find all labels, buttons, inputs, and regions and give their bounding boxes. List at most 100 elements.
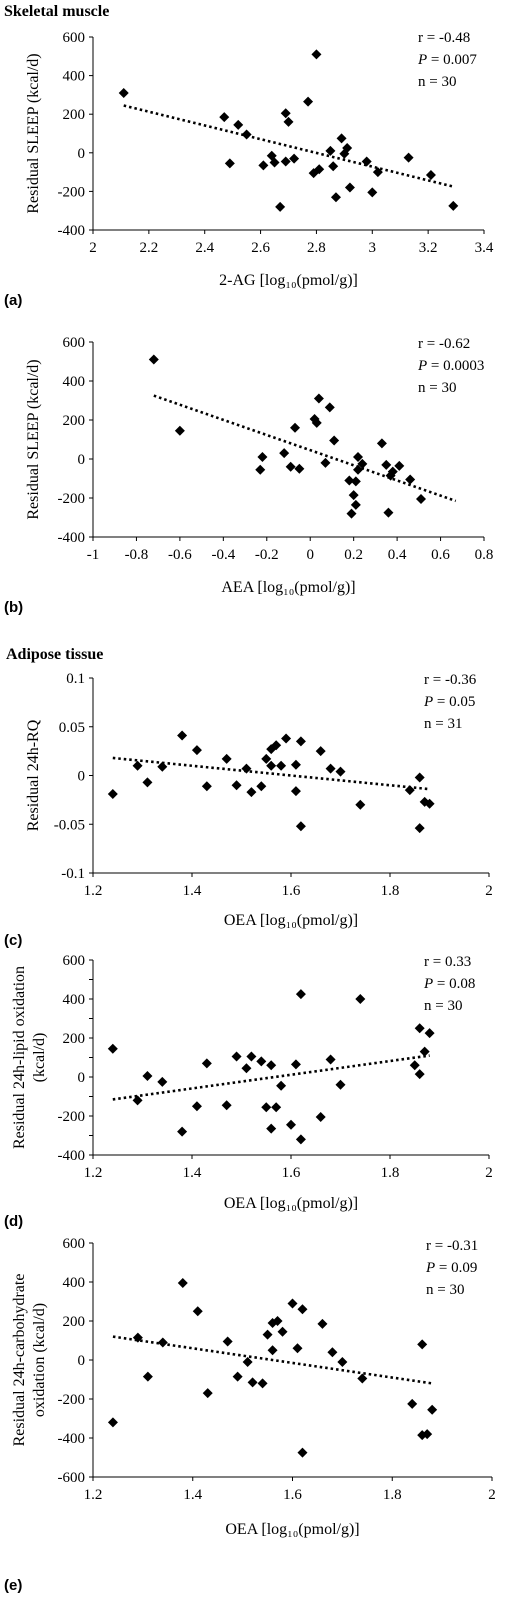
data-point	[277, 1326, 288, 1337]
data-point	[285, 461, 296, 472]
y-axis-label: Residual SLEEP (kcal/d)	[25, 53, 42, 213]
data-point	[314, 164, 325, 175]
x-tick-label: 0.4	[388, 547, 407, 563]
data-point	[376, 438, 387, 449]
data-point	[269, 157, 280, 168]
data-point	[419, 1046, 430, 1057]
data-point	[414, 823, 425, 834]
data-point	[257, 452, 268, 463]
y-tick-label: 0	[78, 769, 86, 785]
data-point	[242, 1356, 253, 1367]
y-tick-label: 200	[63, 413, 86, 429]
data-point	[372, 167, 383, 178]
heading-adipose-tissue: Adipose tissue	[6, 646, 103, 663]
y-tick-label: 600	[63, 335, 86, 351]
data-point	[272, 1316, 283, 1326]
data-point	[357, 1373, 368, 1384]
data-point	[177, 1277, 188, 1288]
x-tick-label: 1.2	[84, 1487, 103, 1503]
data-point	[353, 464, 364, 475]
data-point	[344, 475, 355, 486]
data-point	[290, 422, 301, 433]
y-tick-label: 400	[63, 374, 86, 390]
y-tick-label: 0.05	[59, 720, 85, 736]
data-point	[313, 393, 324, 404]
stats-label: n = 30	[424, 998, 462, 1014]
x-tick-label: 1.8	[381, 883, 400, 899]
stats-label: P = 0.007	[417, 52, 477, 68]
data-point	[290, 786, 301, 797]
data-point	[424, 798, 435, 809]
y-axis-label: Residual 24h-RQ	[25, 719, 42, 831]
data-point	[246, 1051, 257, 1062]
data-point	[280, 156, 291, 167]
data-point	[280, 108, 291, 119]
data-point	[414, 1023, 425, 1034]
data-point	[350, 476, 361, 487]
data-point	[201, 1058, 212, 1069]
x-tick-label: 2	[485, 883, 493, 899]
data-point	[266, 760, 277, 771]
data-point	[311, 49, 322, 60]
data-point	[311, 417, 322, 428]
scatter-panel-1: -400 -200 0 200 400 600 2 2.2 2.4 2.6 2.8 3 3.2 3.4 r …	[4, 30, 494, 309]
stats-label: r = -0.36	[424, 672, 477, 688]
data-point	[325, 763, 336, 774]
stats-label: r = -0.31	[426, 1238, 478, 1254]
data-point	[256, 781, 267, 792]
data-point	[283, 116, 294, 127]
y-tick-label: -400	[58, 530, 86, 546]
y-axis-label: Residual SLEEP (kcal/d)	[25, 359, 42, 519]
x-tick-label: 1.2	[84, 883, 103, 899]
data-point	[348, 490, 359, 501]
x-tick-label: 0.2	[344, 547, 363, 563]
y-tick-label: 0	[78, 1070, 86, 1086]
data-point	[241, 129, 252, 140]
scatter-panel-3: -0.1 -0.05 0 0.05 0.1 1.2 1.4 1.6 1.8 2 r = -0.36 P…	[4, 671, 493, 949]
data-point	[107, 1043, 118, 1054]
data-point	[335, 766, 346, 777]
x-axis-label: OEA [log₁₀(pmol/g)]	[224, 912, 358, 929]
data-point	[422, 1429, 433, 1440]
data-point	[132, 760, 143, 771]
y-tick-label: 0	[78, 146, 86, 162]
data-point	[191, 745, 202, 756]
data-point	[417, 1339, 428, 1350]
y-tick-label: 400	[63, 1275, 86, 1291]
stats-label: r = -0.62	[418, 336, 470, 352]
data-point	[233, 119, 244, 130]
x-tick-label: 3.2	[419, 240, 438, 256]
data-point	[271, 1102, 282, 1113]
data-point	[118, 87, 129, 98]
data-point	[267, 1345, 278, 1356]
x-axis-label: OEA [log₁₀(pmol/g)]	[225, 1521, 359, 1538]
data-point	[330, 192, 341, 203]
data-point	[107, 1417, 118, 1428]
y-tick-label: -0.05	[54, 817, 85, 833]
data-point	[295, 821, 306, 832]
data-point	[276, 760, 287, 771]
data-point	[404, 785, 415, 796]
data-point	[405, 474, 416, 485]
stats-label: n = 30	[426, 1282, 464, 1298]
data-point	[261, 753, 272, 764]
data-point	[342, 142, 353, 153]
data-point	[315, 1111, 326, 1122]
data-point	[383, 507, 394, 518]
y-axis-label: Residual 24h-lipid oxidation (kcal/d)	[11, 966, 48, 1149]
data-point	[201, 781, 212, 792]
panel-label: (d)	[4, 1213, 23, 1230]
data-point	[191, 1101, 202, 1112]
data-point	[327, 1347, 338, 1358]
x-tick-label: -0.8	[125, 547, 149, 563]
data-point	[142, 1371, 153, 1382]
data-point	[276, 1080, 287, 1091]
x-tick-label: 0	[306, 547, 314, 563]
x-tick-label: 2.6	[251, 240, 270, 256]
data-point	[289, 153, 300, 164]
x-tick-label: -0.6	[168, 547, 192, 563]
data-point	[177, 1126, 188, 1137]
data-point	[403, 152, 414, 163]
data-point	[292, 1343, 303, 1354]
